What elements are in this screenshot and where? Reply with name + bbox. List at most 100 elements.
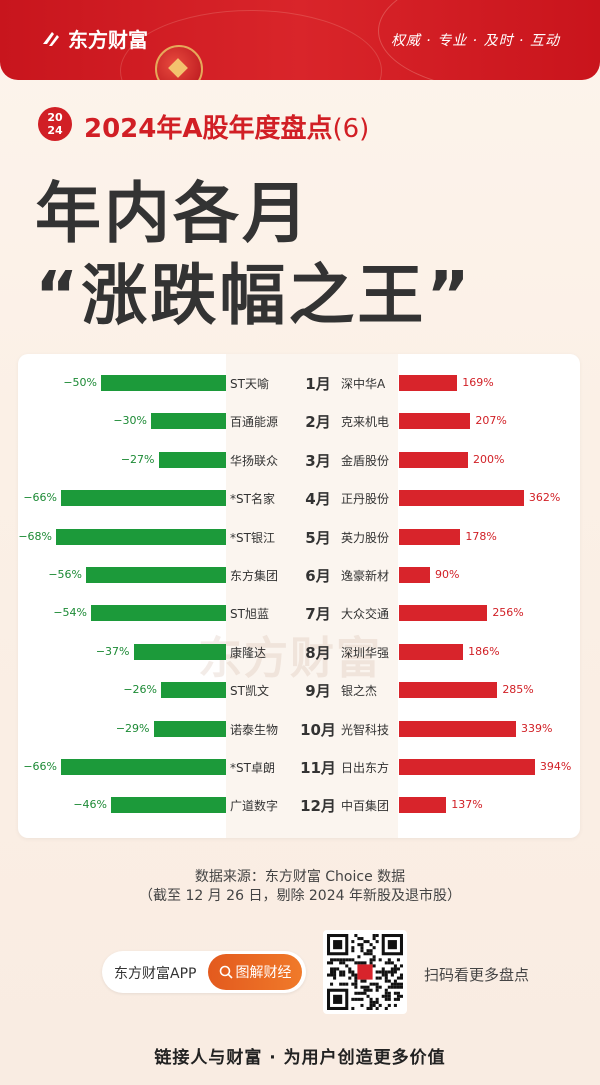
down-stock-name: 百通能源 (230, 415, 279, 430)
source-line2: （截至 12 月 26 日，剔除 2024 年新股及退市股） (139, 888, 461, 904)
up-stock-name: 深中华A (341, 377, 386, 391)
down-stock-name: *ST卓朗 (230, 761, 275, 775)
header-banner: 东方财富 权威 · 专业 · 及时 · 互动 (0, 0, 600, 80)
up-value-label: 207% (475, 414, 507, 428)
search-icon (219, 965, 233, 979)
chart-card: 东方财富 −50% ST天喻 1月 深中华A 169% −30% 百通能源 2月 克来机电 207… (18, 354, 580, 838)
down-value-label: −68% (18, 529, 52, 543)
month-label: 3月 (305, 451, 331, 470)
up-stock-name: 英力股份 (341, 530, 390, 545)
table-row: −68% *ST银江 5月 英力股份 178% (18, 519, 580, 557)
up-value-label: 137% (451, 798, 483, 812)
month-label: 2月 (305, 413, 331, 432)
app-name: 东方财富APP (114, 966, 197, 982)
up-stock-name: 金盾股份 (341, 453, 390, 468)
subtitle: 2024年A股年度盘点(6) (84, 114, 370, 144)
down-stock-name: 康隆达 (230, 645, 267, 660)
tujie-button[interactable]: 图解财经 (208, 954, 302, 990)
up-bar (399, 720, 516, 737)
watermark: 东方财富 (198, 633, 382, 684)
up-value-label: 394% (539, 760, 572, 773)
down-bar (151, 413, 226, 430)
up-value-label: 285% (502, 683, 534, 697)
month-label: 11月 (300, 759, 336, 777)
down-value-label: −56% (48, 568, 82, 581)
brand-name: 东方财富 (68, 28, 148, 52)
up-bar (399, 375, 458, 391)
up-bar (399, 413, 471, 430)
center-column-band (226, 354, 398, 838)
down-value-label: −50% (63, 376, 97, 389)
down-bar (153, 720, 226, 737)
table-row: −66% *ST卓朗 11月 日出东方 394% (18, 749, 580, 787)
up-stock-name: 银之杰 (341, 684, 378, 699)
down-stock-name: 广道数字 (230, 799, 279, 814)
up-bar (399, 528, 461, 545)
footer-slogan: 链接人与财富 · 为用户创造更多价值 (154, 1048, 446, 1068)
down-value-label: −27% (120, 452, 155, 466)
month-label: 6月 (305, 567, 331, 585)
up-bar (399, 643, 464, 660)
up-bar (399, 567, 431, 583)
down-stock-name: ST天喻 (230, 377, 269, 391)
down-stock-name: ST旭蓝 (230, 607, 269, 622)
up-value-label: 339% (520, 721, 553, 735)
up-stock-name: 正丹股份 (341, 492, 390, 507)
up-stock-name: 中百集团 (341, 799, 390, 814)
coin-decoration (155, 45, 203, 80)
month-label: 5月 (305, 528, 331, 547)
qr-code-image (327, 934, 403, 1010)
up-value-label: 362% (528, 491, 561, 505)
table-row: −26% ST凯文 9月 银之杰 285% (18, 672, 580, 710)
down-stock-name: 华扬联众 (230, 453, 279, 468)
down-bar (61, 759, 226, 775)
page-title-line1: 年内各月 (35, 175, 311, 252)
up-value-label: 186% (468, 644, 500, 658)
up-bar (399, 759, 535, 775)
down-bar (61, 490, 226, 507)
down-bar (101, 375, 226, 391)
down-bar (158, 451, 226, 468)
down-value-label: −66% (23, 491, 57, 505)
down-stock-name: 东方集团 (230, 569, 279, 583)
brand-logo-icon (43, 31, 59, 46)
page-title-line2: “涨跌幅之王” (35, 257, 473, 334)
slogan: 权威 · 专业 · 及时 · 互动 (390, 33, 560, 49)
table-row: −37% 康隆达 8月 深圳华强 186% (18, 634, 580, 672)
down-value-label: −66% (23, 760, 57, 773)
up-stock-name: 光智科技 (341, 722, 390, 737)
table-row: −46% 广道数字 12月 中百集团 137% (18, 787, 580, 825)
up-bar (399, 682, 498, 699)
source-line1: 数据来源：东方财富 Choice 数据 (194, 869, 406, 885)
table-row: −27% 华扬联众 3月 金盾股份 200% (18, 442, 580, 480)
down-value-label: −26% (123, 683, 157, 697)
month-label: 7月 (305, 605, 331, 624)
down-value-label: −30% (113, 414, 147, 428)
down-bar (111, 797, 226, 814)
down-bar (86, 567, 226, 583)
table-row: −54% ST旭蓝 7月 大众交通 256% (18, 595, 580, 633)
table-row: −29% 诺泰生物 10月 光智科技 339% (18, 711, 580, 749)
up-value-label: 90% (435, 568, 460, 581)
table-row: −30% 百通能源 2月 克来机电 207% (18, 403, 580, 441)
down-value-label: −54% (53, 606, 87, 620)
up-bar (399, 490, 524, 507)
app-promo[interactable]: 东方财富APP 图解财经 (102, 951, 306, 993)
up-stock-name: 大众交通 (341, 607, 390, 622)
up-value-label: 169% (462, 376, 494, 389)
up-value-label: 256% (492, 606, 524, 620)
up-stock-name: 日出东方 (341, 761, 390, 775)
month-label: 9月 (305, 682, 331, 701)
up-stock-name: 深圳华强 (341, 645, 390, 660)
month-label: 8月 (305, 643, 331, 662)
down-stock-name: *ST银江 (230, 530, 275, 545)
down-bar (161, 682, 226, 699)
down-bar (133, 643, 226, 660)
table-row: −66% *ST名家 4月 正丹股份 362% (18, 480, 580, 518)
down-stock-name: *ST名家 (230, 492, 275, 507)
brand: 东方财富 (40, 24, 148, 53)
down-value-label: −29% (115, 721, 150, 735)
down-bar (91, 605, 226, 622)
scan-text: 扫码看更多盘点 (424, 966, 530, 984)
month-label: 1月 (305, 375, 331, 393)
